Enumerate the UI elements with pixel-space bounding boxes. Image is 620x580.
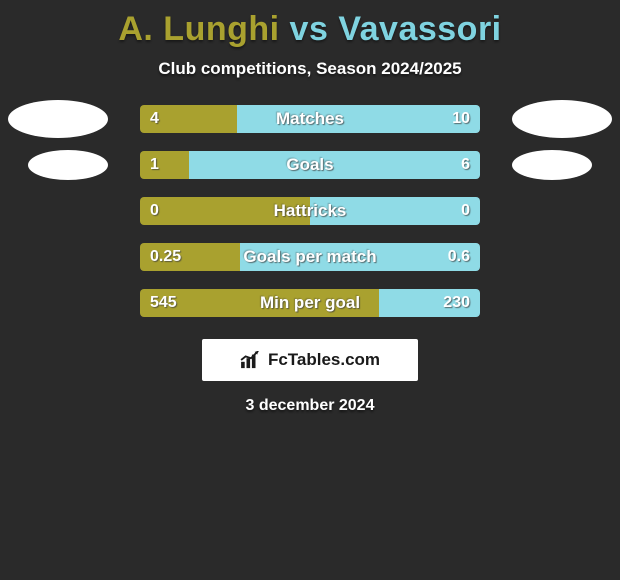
- player-avatar-left: [8, 100, 108, 138]
- avatar-slot-left: [0, 105, 140, 133]
- brand-badge[interactable]: FcTables.com: [202, 339, 418, 381]
- player-avatar-left: [28, 150, 108, 180]
- date-label: 3 december 2024: [0, 397, 620, 415]
- stat-bar: Goals per match0.250.6: [140, 243, 480, 271]
- stat-bar-left: [140, 243, 240, 271]
- title-player2: Vavassori: [338, 10, 501, 48]
- stat-row: Min per goal545230: [0, 289, 620, 317]
- stat-bar-left: [140, 289, 379, 317]
- stat-row: Goals per match0.250.6: [0, 243, 620, 271]
- avatar-slot-left: [0, 197, 140, 225]
- player-avatar-right: [512, 150, 592, 180]
- avatar-slot-right: [480, 197, 620, 225]
- avatar-slot-left: [0, 243, 140, 271]
- avatar-slot-right: [480, 289, 620, 317]
- stat-bar-right: [310, 197, 480, 225]
- title-player1: A. Lunghi: [118, 10, 279, 48]
- title-vs: vs: [280, 10, 339, 48]
- chart-icon: [240, 351, 262, 369]
- stat-bar-left: [140, 197, 310, 225]
- subtitle: Club competitions, Season 2024/2025: [0, 59, 620, 79]
- avatar-slot-right: [480, 105, 620, 133]
- avatar-slot-right: [480, 243, 620, 271]
- stat-bar: Min per goal545230: [140, 289, 480, 317]
- stat-row: Hattricks00: [0, 197, 620, 225]
- stat-bar: Matches410: [140, 105, 480, 133]
- stat-bar-left: [140, 151, 189, 179]
- brand-text: FcTables.com: [268, 350, 380, 370]
- stat-bar-right: [189, 151, 480, 179]
- stat-bar-right: [237, 105, 480, 133]
- stat-row: Goals16: [0, 151, 620, 179]
- avatar-slot-right: [480, 151, 620, 179]
- avatar-slot-left: [0, 151, 140, 179]
- stat-bar: Hattricks00: [140, 197, 480, 225]
- avatar-slot-left: [0, 289, 140, 317]
- stat-bar-left: [140, 105, 237, 133]
- player-avatar-right: [512, 100, 612, 138]
- comparison-card: A. Lunghi vs Vavassori Club competitions…: [0, 0, 620, 415]
- stat-bar: Goals16: [140, 151, 480, 179]
- stat-bar-right: [240, 243, 480, 271]
- page-title: A. Lunghi vs Vavassori: [0, 10, 620, 49]
- stat-bar-right: [379, 289, 480, 317]
- stat-row: Matches410: [0, 105, 620, 133]
- stat-rows: Matches410 Goals16 Hattricks00 Goals per ma…: [0, 105, 620, 317]
